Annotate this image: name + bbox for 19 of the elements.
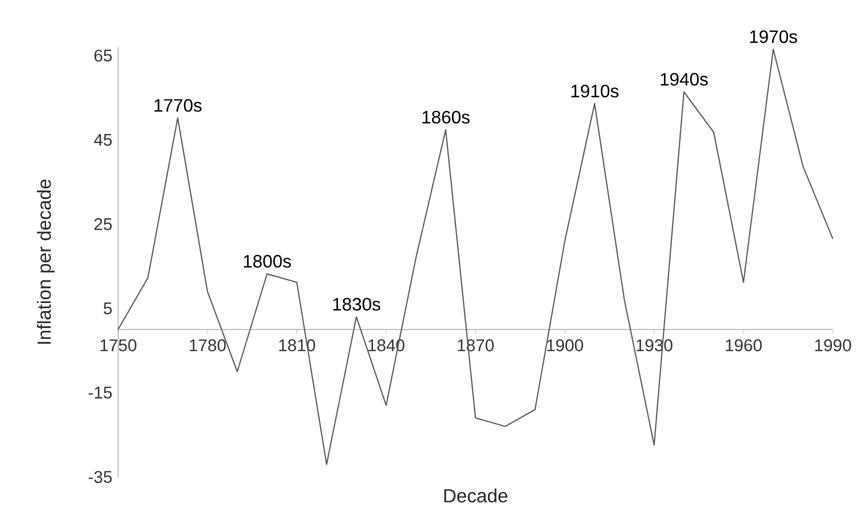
annotation: 1860s [422,110,470,124]
y-tick-label: 45 [94,134,112,146]
x-tick-label: 1990 [815,339,852,352]
y-tick-label: 5 [104,302,112,314]
x-tick-label: 1960 [726,339,762,352]
y-tick-label: 25 [94,218,112,230]
annotation: 1770s [154,98,202,112]
annotation: 1800s [244,254,291,268]
annotation: 1910s [571,84,618,98]
x-axis-title: Decade [444,488,508,502]
y-tick-label: -35 [88,470,112,483]
y-tick-label: 65 [94,50,112,62]
y-tick-label: -15 [88,386,112,399]
annotation: 1830s [333,298,380,311]
y-axis-title: Inflation per decade [36,179,55,344]
x-tick-label: 1780 [190,339,226,352]
annotation: 1940s [660,72,708,86]
x-tick-label: 1900 [547,339,584,352]
annotation: 1970s [750,30,798,44]
